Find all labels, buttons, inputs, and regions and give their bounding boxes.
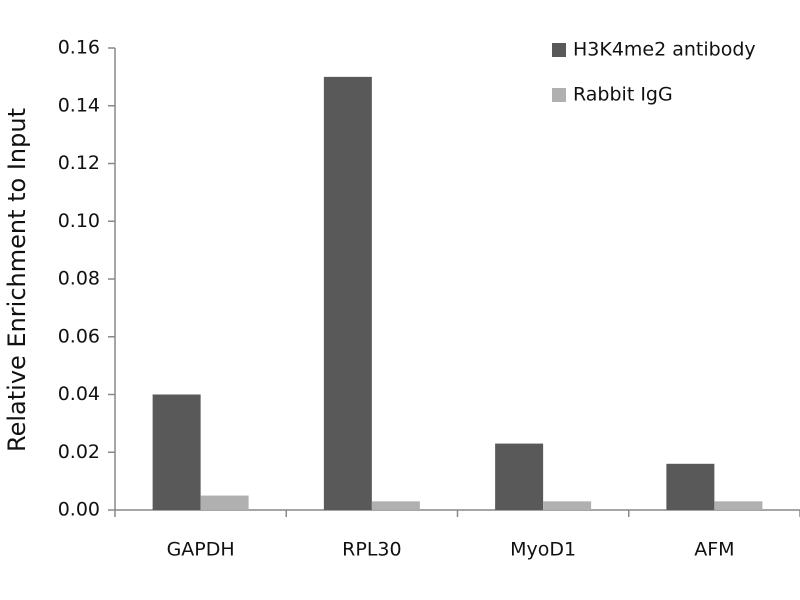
y-tick-label: 0.06 <box>58 325 100 347</box>
y-tick-label: 0.16 <box>58 37 100 59</box>
x-tick-label: MyoD1 <box>510 539 576 561</box>
bar <box>666 463 715 510</box>
y-tick-label: 0.02 <box>58 441 100 463</box>
bar <box>200 495 249 510</box>
y-axis-label: Relative Enrichment to Input <box>3 108 31 452</box>
x-tick-label: RPL30 <box>342 539 401 561</box>
y-tick-label: 0.12 <box>58 152 100 174</box>
bar <box>323 76 372 510</box>
bar <box>714 501 763 510</box>
bar <box>152 394 201 510</box>
y-tick-label: 0.08 <box>58 268 100 290</box>
bar <box>495 443 544 510</box>
legend-label: Rabbit IgG <box>573 84 673 106</box>
y-tick-label: 0.10 <box>58 210 100 232</box>
x-tick-label: GAPDH <box>167 539 235 561</box>
bar <box>371 501 420 510</box>
x-tick-label: AFM <box>694 539 734 561</box>
legend-swatch <box>552 43 566 57</box>
bar <box>543 501 592 510</box>
legend-swatch <box>552 88 566 102</box>
y-tick-label: 0.04 <box>58 383 100 405</box>
y-tick-label: 0.00 <box>58 499 100 521</box>
y-tick-label: 0.14 <box>58 94 100 116</box>
legend-label: H3K4me2 antibody <box>573 39 756 61</box>
